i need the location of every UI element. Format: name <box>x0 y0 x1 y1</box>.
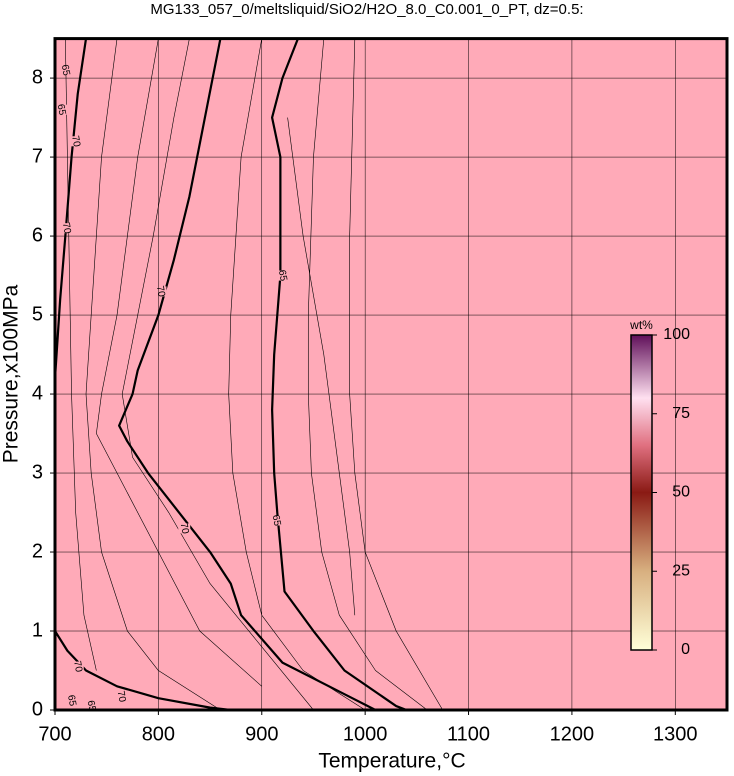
y-axis-label: Pressure,x100MPa <box>0 284 23 463</box>
contour-line <box>271 38 407 711</box>
contour-label: 70 <box>178 522 191 535</box>
contour-label-bg <box>276 270 289 281</box>
contour-label: 65 <box>55 103 68 116</box>
colorbar-tick-label: 50 <box>672 484 690 501</box>
colorbar-tick-label: 25 <box>672 562 690 579</box>
y-tick-label: 2 <box>32 540 43 562</box>
contour-label-bg <box>55 104 68 115</box>
contour-line <box>55 630 231 711</box>
y-tick-label: 0 <box>32 698 43 720</box>
contour-label: 65 <box>270 514 283 527</box>
contour-label: 70 <box>115 690 128 703</box>
contour-label-bg <box>115 691 128 702</box>
contour-label-bg <box>60 223 73 234</box>
contour-line <box>121 38 314 711</box>
x-tick-label: 1100 <box>447 723 490 745</box>
colorbar-tick-label: 100 <box>663 326 690 343</box>
y-tick-label: 7 <box>32 145 43 167</box>
colorbar-label: wt% <box>629 318 653 332</box>
y-tick-label: 6 <box>32 224 43 246</box>
colorbar-tick-label: 0 <box>681 641 690 658</box>
x-tick-label: 700 <box>38 723 71 745</box>
contour-label: 65 <box>276 269 289 282</box>
x-axis-label: Temperature,°C <box>318 750 465 773</box>
contour-label: 65 <box>59 64 72 77</box>
contour-label-bg <box>65 695 78 706</box>
contour-label-bg <box>178 523 191 534</box>
x-tick-label: 900 <box>245 723 278 745</box>
x-tick-label: 1300 <box>653 723 698 745</box>
chart-title: MG133_057_0/meltsliquid/SiO2/H2O_8.0_C0.… <box>150 1 583 18</box>
plot-frame <box>53 37 729 712</box>
x-tick-label: 800 <box>142 723 175 745</box>
colorbar <box>630 334 653 651</box>
contour-line <box>96 38 262 687</box>
y-tick-label: 1 <box>32 619 43 641</box>
contour-label: 65 <box>65 694 78 707</box>
y-tick-label: 5 <box>32 303 43 325</box>
contour-label-bg <box>71 661 84 672</box>
contour-label: 70 <box>60 222 73 235</box>
y-tick-label: 3 <box>32 461 43 483</box>
x-tick-label: 1200 <box>550 723 595 745</box>
contour-label: 70 <box>154 285 167 298</box>
colorbar-tick-label: 75 <box>672 405 690 422</box>
contour-label: 70 <box>69 135 82 148</box>
contour-label-bg <box>69 136 82 147</box>
y-tick-label: 8 <box>32 66 43 88</box>
contour-label-bg <box>85 701 98 712</box>
x-tick-label: 1000 <box>343 723 388 745</box>
contour-label: 70 <box>71 660 84 673</box>
contour-line <box>287 117 356 616</box>
contour-label-bg <box>270 515 283 526</box>
y-tick-label: 4 <box>32 382 43 404</box>
contour-label-bg <box>154 286 167 297</box>
contour-label-bg <box>59 65 72 76</box>
plot-background <box>55 38 727 711</box>
